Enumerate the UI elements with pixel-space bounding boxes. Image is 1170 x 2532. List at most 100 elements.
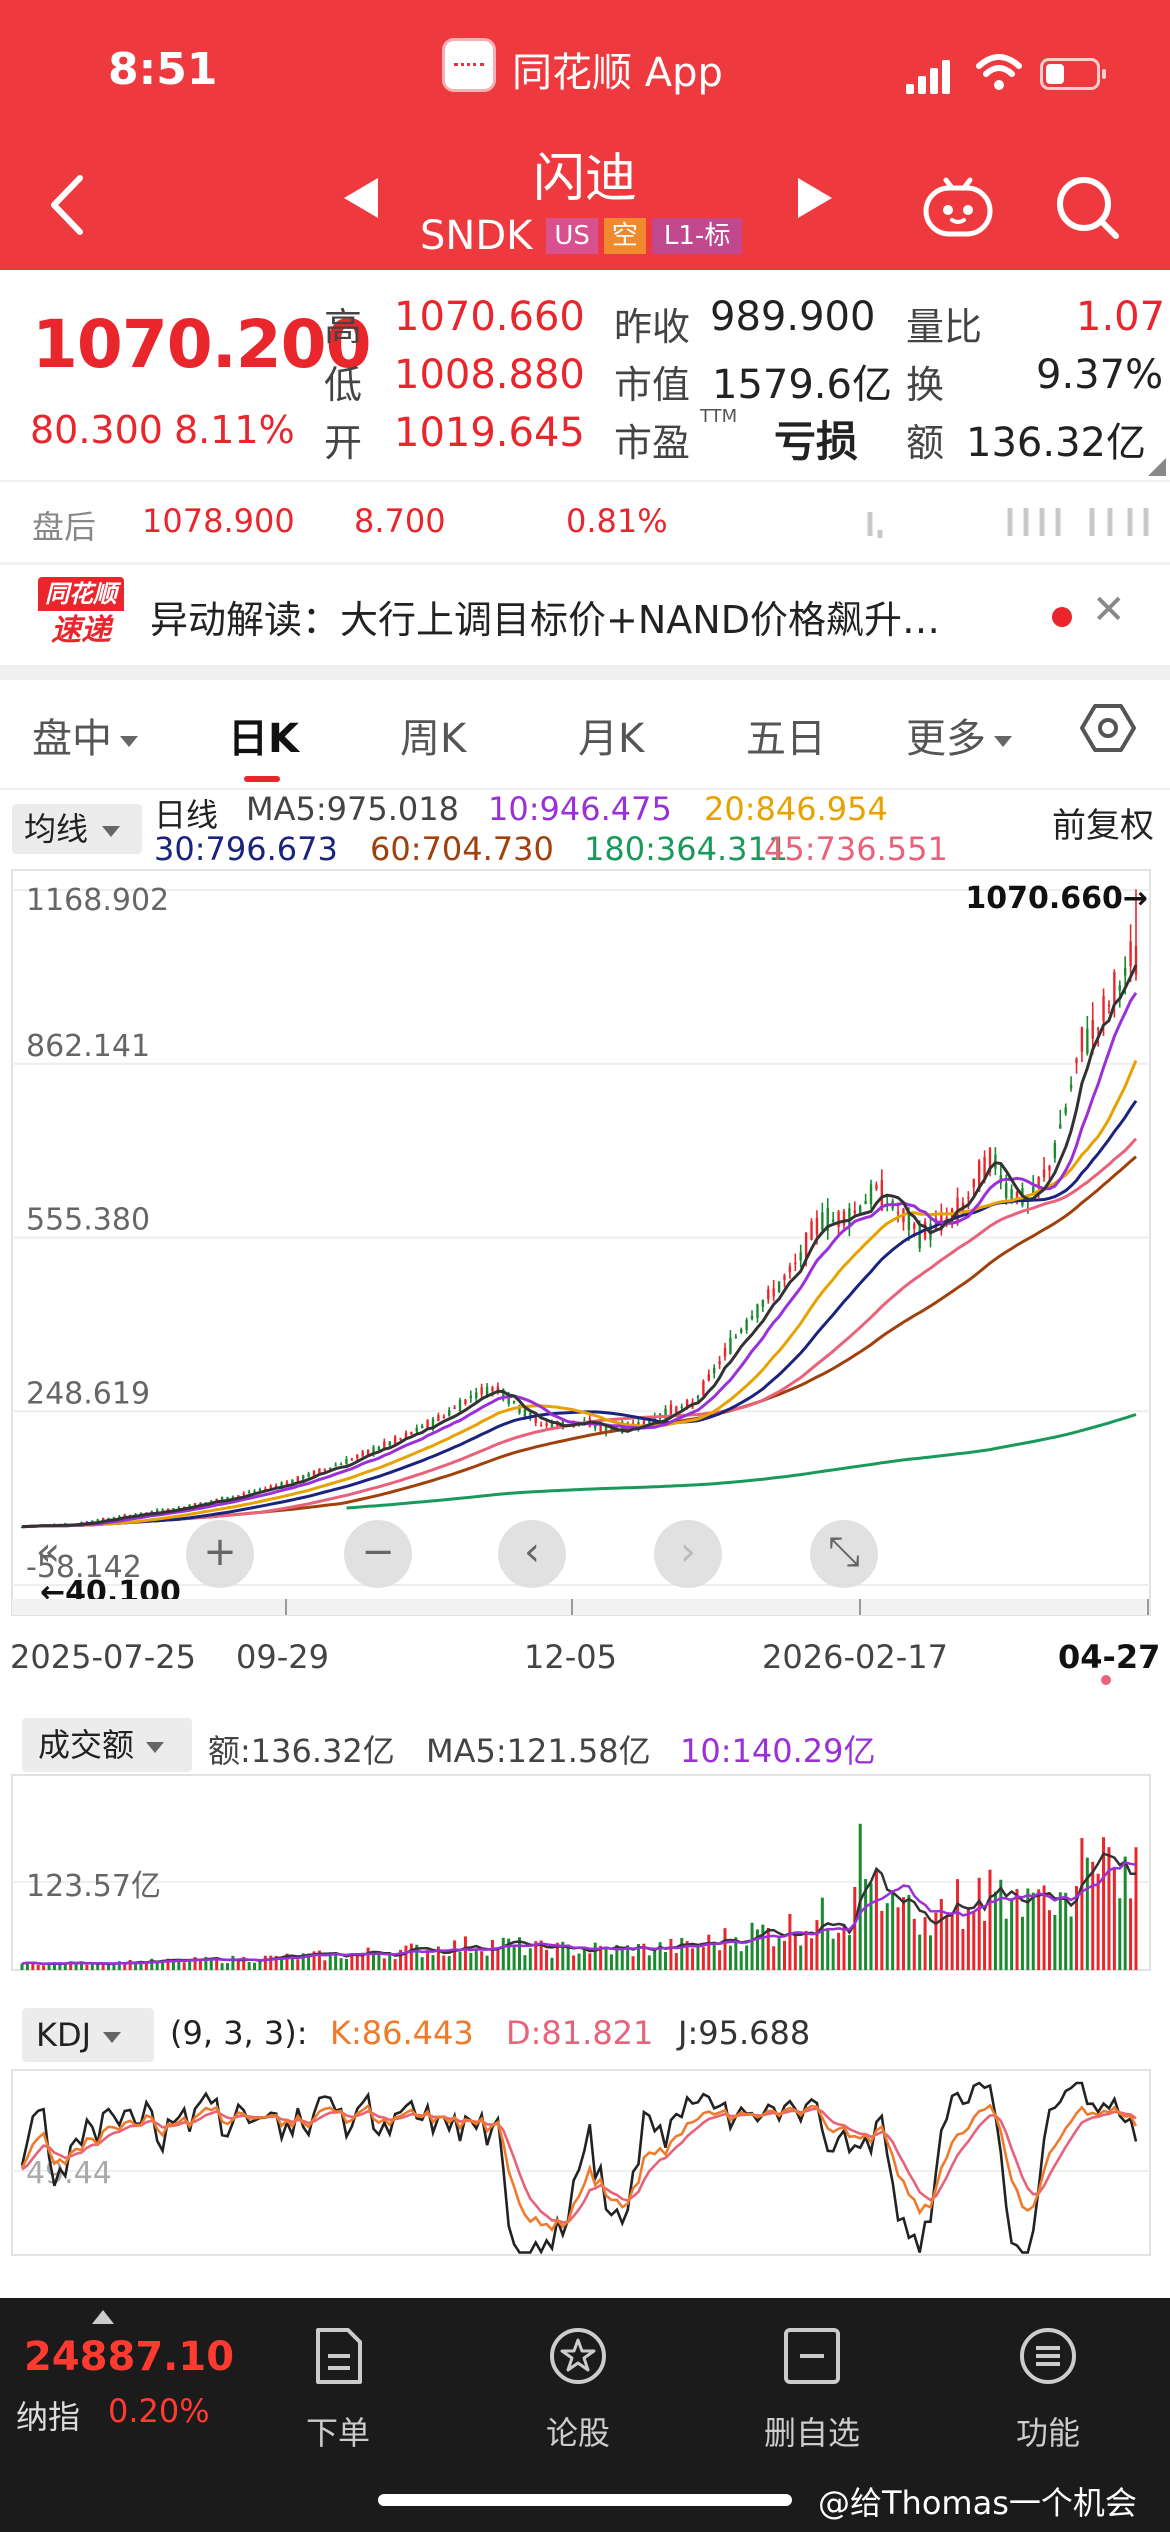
candle-body [875, 1184, 878, 1190]
candle-body [869, 1184, 873, 1204]
volume-bar [323, 1960, 327, 1970]
volume-bar [280, 1958, 284, 1970]
robot-assistant-icon[interactable] [920, 174, 996, 240]
volume-ratio-value: 1.07 [1076, 294, 1166, 340]
volume-bar [923, 1917, 927, 1970]
prev-candle-icon[interactable]: ‹ [498, 1520, 566, 1588]
volume-bar [847, 1935, 851, 1970]
index-value[interactable]: 24887.10 [24, 2334, 235, 2380]
fullscreen-icon[interactable]: ⤡ [810, 1520, 878, 1588]
news-banner[interactable]: 同花顺 速递 异动解读：大行上调目标价+NAND价格飙升… ✕ [0, 565, 1170, 665]
volume-bar [907, 1894, 911, 1970]
discuss-label: 论股 [545, 2414, 610, 2452]
tab-five-day[interactable]: 五日 [746, 706, 826, 764]
zoom-out-icon[interactable]: − [344, 1520, 412, 1588]
volume-bar [47, 1963, 51, 1970]
after-hours-bar[interactable]: 盘后 1078.900 8.700 0.81% [0, 482, 1170, 562]
volume-bar [680, 1937, 684, 1970]
prev-stock-arrow-icon[interactable] [344, 178, 378, 218]
volume-bar [810, 1938, 814, 1970]
volume-bar [696, 1944, 700, 1970]
tab-intraday[interactable]: 盘中 [32, 706, 138, 764]
kdj-indicator-selector[interactable]: KDJ [22, 2008, 154, 2062]
search-icon[interactable] [1052, 172, 1122, 242]
chevron-down-icon [103, 2031, 122, 2043]
index-name: 纳指 [16, 2398, 81, 2436]
back-chevron-icon[interactable] [40, 170, 100, 240]
news-headline[interactable]: 异动解读：大行上调目标价+NAND价格飙升… [150, 598, 940, 642]
volume-bar [463, 1936, 467, 1970]
candle-body [188, 1504, 191, 1508]
ma-selector[interactable]: 均线 [12, 804, 142, 854]
discuss-button[interactable]: 论股 [508, 2326, 648, 2454]
adjust-mode-button[interactable]: 前复权 [1052, 806, 1154, 846]
volume-bar [480, 1951, 484, 1970]
after-hours-change: 8.700 [354, 502, 446, 540]
expand-corner-icon[interactable] [1148, 458, 1166, 476]
volume-bar [858, 1823, 862, 1970]
remove-watchlist-button[interactable]: 删自选 [742, 2326, 882, 2454]
candle-body [983, 1156, 986, 1180]
period-tabs: 盘中 日K 周K 月K 五日 更多 [0, 680, 1170, 788]
close-icon[interactable]: ✕ [1092, 587, 1126, 633]
settings-hexagon-icon[interactable] [1080, 700, 1136, 756]
candle-body [767, 1289, 770, 1300]
volume-bar [664, 1951, 668, 1970]
volume-bar [1129, 1898, 1133, 1970]
volume-bar [1004, 1918, 1008, 1970]
candle-body [258, 1489, 262, 1491]
volume-bar [512, 1944, 516, 1970]
volume-bar [188, 1959, 192, 1970]
kdj-k-line [20, 2103, 1138, 2232]
prev-close-label: 昨收 [614, 305, 691, 349]
candle-body [685, 1400, 689, 1409]
volume-indicator-selector[interactable]: 成交额 [22, 1718, 192, 1772]
candle-body [1032, 1186, 1035, 1194]
cellular-signal-icon [906, 58, 954, 94]
candle-body [1096, 1028, 1100, 1031]
volume-bar [561, 1941, 565, 1970]
volume-bar [204, 1956, 208, 1970]
tab-weekly-k[interactable]: 周K [400, 706, 466, 764]
volume-bar [123, 1964, 127, 1970]
volume-bar [1020, 1916, 1024, 1970]
scroll-left-icon[interactable]: « [35, 1529, 61, 1575]
volume-ma10: 10:140.29亿 [680, 1732, 876, 1770]
volume-bar [377, 1954, 381, 1970]
candle-body [199, 1502, 202, 1505]
volume-bar [339, 1958, 343, 1970]
candle-body [1005, 1183, 1008, 1199]
volume-bar [1123, 1856, 1127, 1970]
volume-bar [799, 1945, 803, 1970]
kline-chart[interactable]: 1168.902 862.141 555.380 248.619 -58.142 1070… [0, 790, 1170, 2300]
remove-watchlist-label: 删自选 [763, 2414, 860, 2452]
home-indicator[interactable] [378, 2494, 792, 2506]
volume-bar [469, 1952, 473, 1970]
tab-more[interactable]: 更多 [906, 706, 1012, 764]
volume-bar [945, 1915, 949, 1970]
volume-bar [307, 1953, 311, 1970]
volume-bar [1058, 1892, 1062, 1970]
volume-bar [718, 1950, 722, 1970]
next-stock-arrow-icon[interactable] [798, 178, 832, 218]
candle-body [1113, 972, 1116, 1003]
pe-label: 市盈 [614, 421, 691, 465]
functions-button[interactable]: 功能 [978, 2326, 1118, 2454]
volume-bar [344, 1958, 348, 1970]
wifi-icon [976, 54, 1022, 90]
zoom-in-icon[interactable]: + [186, 1520, 254, 1588]
tab-daily-k[interactable]: 日K [228, 706, 299, 764]
candle-body [512, 1400, 516, 1403]
volume-bar [258, 1961, 262, 1970]
volume-bar [669, 1938, 673, 1970]
candle-body [723, 1347, 727, 1357]
candle-body [740, 1329, 743, 1333]
volume-bar [837, 1932, 841, 1970]
candle-body [977, 1160, 981, 1192]
volume-bar [1112, 1868, 1116, 1970]
tab-monthly-k[interactable]: 月K [578, 706, 644, 764]
candle-body [442, 1416, 446, 1419]
next-candle-icon[interactable]: › [654, 1520, 722, 1588]
volume-bar [1085, 1857, 1089, 1970]
order-button[interactable]: 下单 [268, 2326, 408, 2454]
